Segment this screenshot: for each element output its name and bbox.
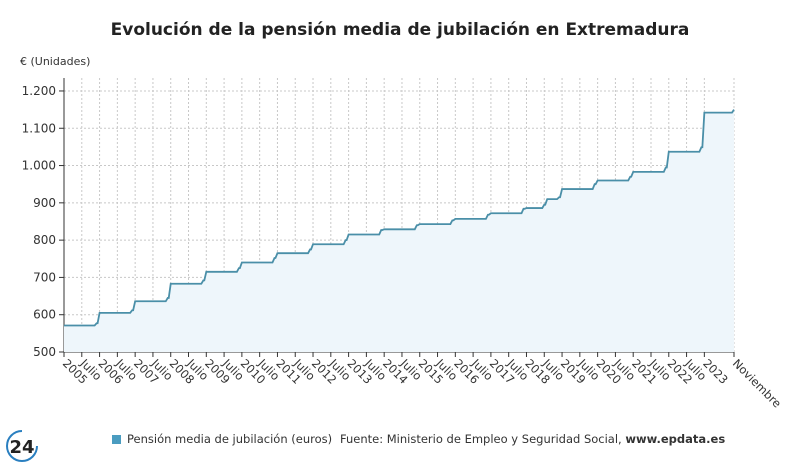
y-tick-label: 500 — [33, 345, 56, 359]
series-line — [64, 109, 735, 327]
legend: Pensión media de jubilación (euros) — [112, 432, 332, 446]
y-tick-label: 1.200 — [22, 84, 56, 98]
legend-swatch — [112, 434, 121, 444]
chart-title: Evolución de la pensión media de jubilac… — [110, 20, 690, 40]
y-axis-label: € (Unidades) — [20, 55, 91, 68]
y-tick-label: 1.000 — [22, 159, 56, 173]
logo-24: 24 — [6, 430, 38, 462]
y-tick-label: 700 — [33, 270, 56, 284]
source-note: Fuente: Ministerio de Empleo y Seguridad… — [340, 432, 725, 446]
series-area — [64, 109, 734, 353]
source-link[interactable]: www.epdata.es — [625, 432, 726, 446]
legend-label: Pensión media de jubilación (euros) — [127, 432, 333, 446]
svg-text:24: 24 — [9, 437, 34, 458]
y-tick-label: 600 — [33, 308, 56, 322]
y-tick-label: 800 — [33, 233, 56, 247]
y-tick-label: 900 — [33, 196, 56, 210]
x-tick-label: Noviembre — [730, 356, 784, 410]
source-text: Fuente: Ministerio de Empleo y Seguridad… — [340, 432, 626, 446]
y-tick-label: 1.100 — [22, 121, 56, 135]
